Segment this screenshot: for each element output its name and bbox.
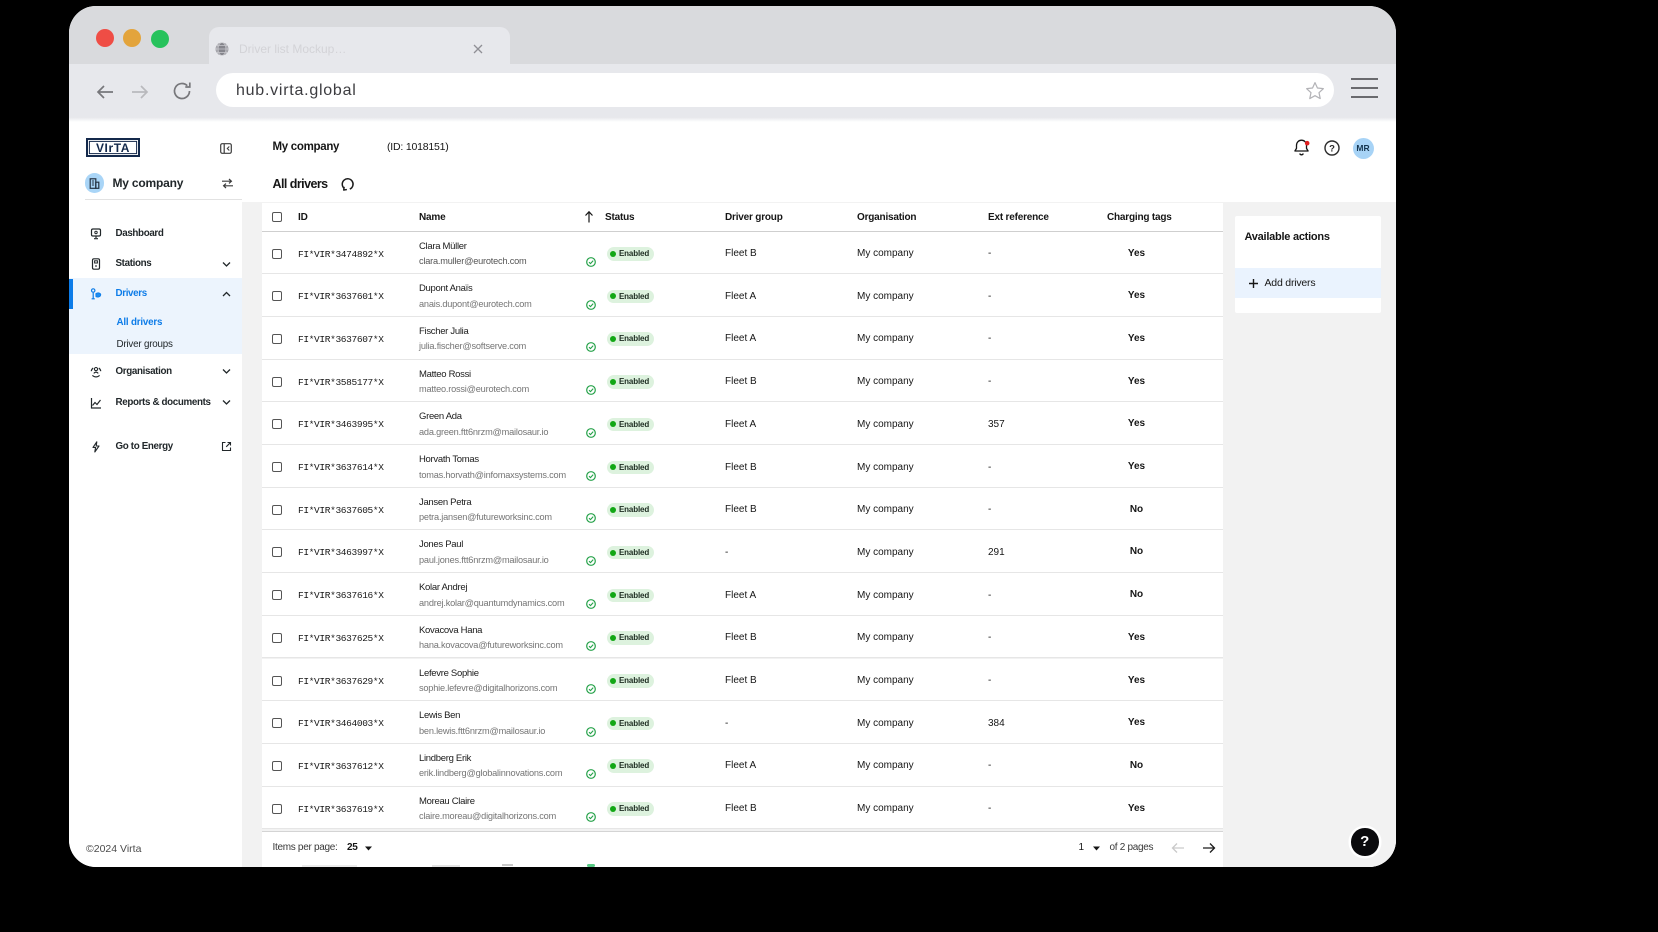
svg-text:?: ? xyxy=(1329,143,1335,154)
svg-text:VIrTA: VIrTA xyxy=(96,141,130,155)
